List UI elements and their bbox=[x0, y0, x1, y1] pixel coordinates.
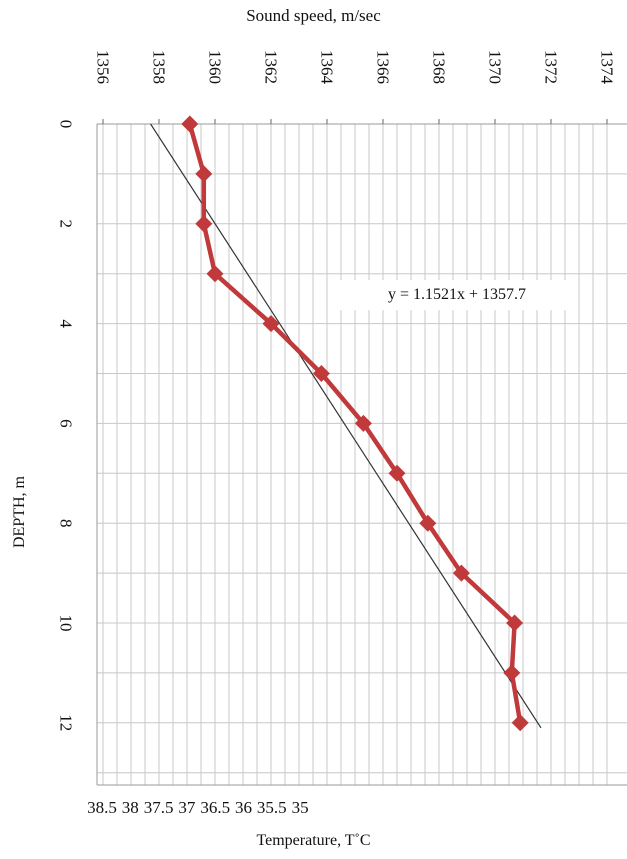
data-point-marker bbox=[262, 315, 280, 333]
data-point-marker bbox=[206, 265, 224, 283]
trendline-layer bbox=[150, 123, 542, 729]
bottom-tick-label: 37 bbox=[178, 798, 196, 817]
bottom-tick-label: 35 bbox=[292, 798, 309, 817]
top-tick-label: 1372 bbox=[542, 50, 561, 84]
bottom-axis-ticks: 38.5 38 37.5 37 36.5 36 35.5 35 bbox=[87, 798, 308, 817]
top-tick-label: 1358 bbox=[150, 50, 169, 84]
depth-tick-label: 2 bbox=[57, 220, 76, 229]
bottom-tick-label: 35.5 bbox=[257, 798, 287, 817]
top-tick-label: 1370 bbox=[486, 50, 505, 84]
top-tick-label: 1366 bbox=[374, 50, 393, 84]
top-axis-title: Sound speed, m/sec bbox=[246, 6, 381, 25]
data-point-marker bbox=[452, 564, 470, 582]
series-layer bbox=[181, 115, 529, 732]
depth-tick-label: 10 bbox=[57, 615, 76, 632]
top-tick-label: 1360 bbox=[206, 50, 225, 84]
top-tick-label: 1374 bbox=[598, 50, 617, 85]
depth-axis-title: DEPTH, m bbox=[11, 476, 28, 548]
data-point-marker bbox=[354, 414, 372, 432]
bottom-tick-label: 37.5 bbox=[144, 798, 174, 817]
data-point-marker bbox=[419, 514, 437, 532]
data-point-marker bbox=[511, 714, 529, 732]
top-tick-label: 1362 bbox=[262, 50, 281, 84]
depth-tick-label: 12 bbox=[57, 714, 76, 731]
bottom-tick-label: 36 bbox=[235, 798, 252, 817]
depth-tick-label: 8 bbox=[57, 519, 76, 528]
depth-axis-ticks: 0 2 4 6 8 10 12 bbox=[57, 120, 76, 732]
data-point-marker bbox=[195, 165, 213, 183]
top-axis-ticks: 1356 1358 1360 1362 1364 1366 1368 1370 1372 1374 bbox=[94, 50, 617, 124]
data-point-marker bbox=[312, 365, 330, 382]
data-point-marker bbox=[181, 115, 199, 133]
bottom-tick-label: 38 bbox=[122, 798, 139, 817]
data-point-marker bbox=[503, 664, 521, 682]
depth-tick-label: 4 bbox=[57, 319, 76, 328]
top-tick-label: 1356 bbox=[94, 50, 113, 84]
data-point-marker bbox=[506, 614, 524, 632]
bottom-axis-title: Temperature, T˚C bbox=[256, 832, 371, 849]
grid bbox=[96, 123, 627, 786]
trendline-equation: y = 1.1521x + 1357.7 bbox=[338, 280, 576, 310]
data-point-marker bbox=[388, 464, 406, 482]
bottom-tick-label: 38.5 bbox=[87, 798, 117, 817]
data-point-marker bbox=[195, 215, 213, 233]
depth-tick-label: 0 bbox=[57, 120, 76, 129]
trendline bbox=[150, 123, 542, 729]
depth-tick-label: 6 bbox=[57, 419, 76, 428]
bottom-tick-label: 36.5 bbox=[200, 798, 230, 817]
top-tick-label: 1368 bbox=[430, 50, 449, 84]
top-tick-label: 1364 bbox=[318, 50, 337, 85]
